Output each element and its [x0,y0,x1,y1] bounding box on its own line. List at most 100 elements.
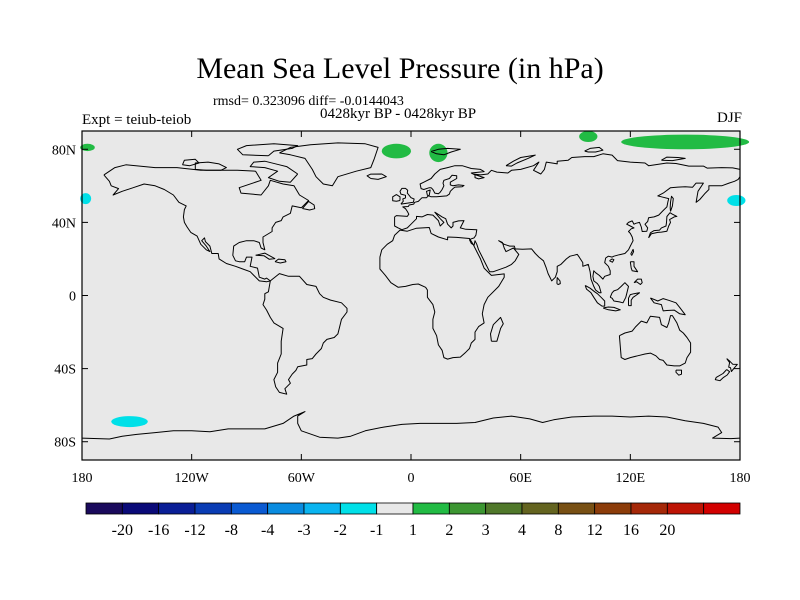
colorbar: -20 -16 -12 -8 -4 -3 -2 -1 1 2 3 4 8 12 16 20 [85,502,741,539]
colorbar-swatch [448,502,487,515]
colorbar-swatch [557,502,596,515]
siberia-green-1-region [579,131,598,142]
colorbar-swatch [85,502,123,515]
lon-tick-label: 180 [72,471,93,486]
colorbar-label: 2 [445,522,453,539]
lon-tick-label: 120W [175,471,210,486]
taiwan-coast [630,248,635,256]
colorbar-label: 8 [554,522,562,539]
lon-tick-label: 120E [616,471,646,486]
hainan-coast [609,258,615,263]
lon-tick-label: 60E [509,471,532,486]
colorbar-swatch [376,502,414,515]
colorbar-label: -4 [261,522,274,539]
victoria-island-coast [194,161,227,171]
iceland-coast [366,173,387,180]
lon-tick-label: 60W [288,471,316,486]
sakhalin-coast [669,195,674,212]
britain-coast [399,187,415,205]
greenland-coast [279,142,379,187]
sumatra-coast [584,284,606,307]
lon-tick-label: 0 [408,471,415,486]
colorbar-swatch [412,502,450,515]
colorbar-swatch [158,502,196,515]
colorbar-label: -20 [112,522,133,539]
arctic-atlantic-green-1-region [381,143,411,159]
colorbar-swatch [339,502,378,515]
novaya-zemlya-coast [505,154,536,167]
stats-label: rmsd= 0.323096 diff= -0.0144043 [213,94,404,109]
hispaniola-coast [274,258,287,264]
lat-tick-label: 40N [52,216,76,231]
colorbar-label: 4 [518,522,526,539]
colorbar-swatch [630,502,668,515]
new-siberian-islands-coast [661,156,686,162]
baffin-coast [249,160,299,183]
australia-coast [618,315,692,367]
new-zealand-south-coast [714,369,731,382]
siberia-green-2-region [621,134,750,150]
svalbard-coast [430,147,461,156]
new-guinea-coast [650,297,686,316]
arctic-atlantic-green-2-region [429,143,448,163]
map-ticks: 180 120W 60W 0 60E 120E 180 80N 40N 0 40S 80S [52,131,751,486]
mindanao-coast [633,278,643,285]
lon-tick-label: 180 [730,471,751,486]
java-coast [602,306,621,312]
north-america-coast [103,164,310,283]
antarctica-coast [81,411,741,440]
south-pacific-cyan-region [111,416,148,428]
new-zealand-north-coast [726,358,738,372]
colorbar-label: 12 [587,522,603,539]
colorbar-swatch [121,502,160,515]
tasmania-coast [675,369,682,376]
eurasia-coast [394,153,741,294]
south-america-coast [262,273,348,395]
cuba-coast [255,252,276,260]
lat-tick-label: 0 [69,290,76,305]
experiment-label: Expt = teiub-teiob [82,112,192,128]
colorbar-swatch [485,502,523,515]
colorbar-swatch [594,502,632,515]
north-pacific-cyan-west-region [80,193,92,205]
colorbar-swatch [267,502,305,515]
colorbar-label: 3 [482,522,490,539]
ellesmere-coast [236,143,299,157]
season-label: DJF [716,110,742,126]
period-subtitle: 0428kyr BP - 0428kyr BP [320,106,477,122]
north-pacific-cyan-east-region [727,194,746,206]
map-title: Mean Sea Level Pressure (in hPa) [196,52,604,85]
coastlines [81,142,741,440]
severnaya-zemlya-coast [584,146,604,153]
lat-tick-label: 40S [54,363,76,378]
borneo-coast [609,282,629,304]
colorbar-label: -12 [184,522,205,539]
lat-tick-label: 80N [52,143,76,158]
colorbar-label: -8 [225,522,238,539]
colorbar-label: 16 [623,522,639,539]
colorbar-swatch [303,502,341,515]
sri-lanka-coast [556,277,561,285]
map-background [82,131,740,460]
japan-coast [648,212,678,239]
lat-tick-label: 80S [54,436,76,451]
ireland-coast [392,194,401,202]
colorbar-swatch [194,502,232,515]
colorbar-swatch [230,502,269,515]
colorbar-swatch [521,502,559,515]
sulawesi-coast [628,292,640,307]
luzon-coast [629,261,639,273]
colorbar-label: 20 [659,522,675,539]
colorbar-label: -16 [148,522,169,539]
anomaly-layer [80,131,750,428]
madagascar-coast [490,316,504,342]
banks-island-coast [182,158,200,167]
colorbar-swatch [703,502,741,515]
colorbar-swatch [666,502,705,515]
colorbar-label: 1 [409,522,417,539]
africa-coast [379,227,505,360]
newfoundland-coast [302,200,316,211]
colorbar-label: -3 [297,522,310,539]
colorbar-label: -1 [370,522,383,539]
